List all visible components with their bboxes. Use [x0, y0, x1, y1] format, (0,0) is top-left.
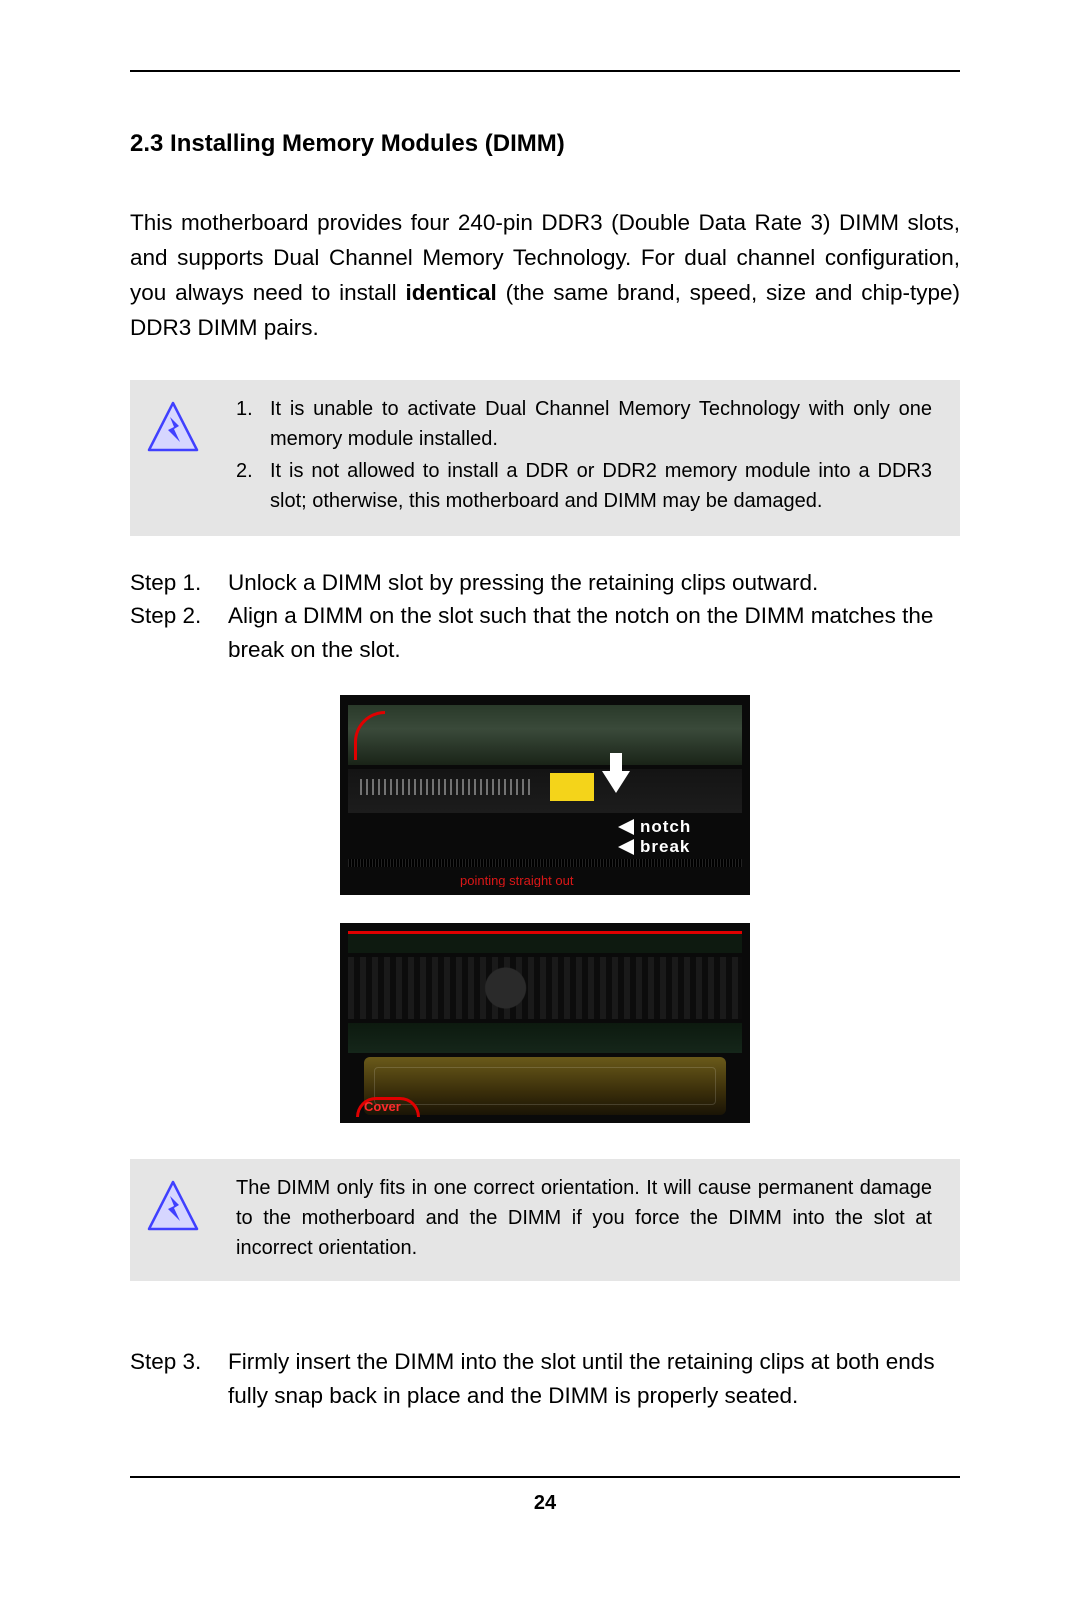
steps-block-b: Step 3. Firmly insert the DIMM into the … [130, 1345, 960, 1413]
step-3: Step 3. Firmly insert the DIMM into the … [130, 1345, 960, 1413]
step-label: Step 3. [130, 1345, 228, 1413]
section-heading: 2.3 Installing Memory Modules (DIMM) [130, 130, 960, 158]
bottom-rule [130, 1476, 960, 1478]
step-1: Step 1. Unlock a DIMM slot by pressing t… [130, 566, 960, 600]
figure-dimm-alignment: notch break pointing straight out [340, 695, 750, 895]
step-label: Step 1. [130, 566, 228, 600]
warning-box-1: It is unable to activate Dual Channel Me… [130, 380, 960, 536]
intro-paragraph: This motherboard provides four 240-pin D… [130, 206, 960, 346]
figure-caption-fragment: pointing straight out [460, 873, 730, 887]
warning-2-text: The DIMM only fits in one correct orient… [236, 1173, 932, 1263]
warning-icon [138, 394, 208, 456]
top-rule [130, 70, 960, 72]
step-text: Align a DIMM on the slot such that the n… [228, 599, 960, 667]
figure-group: notch break pointing straight out Cover [130, 695, 960, 1123]
step-2: Step 2. Align a DIMM on the slot such th… [130, 599, 960, 667]
page-number: 24 [130, 1492, 960, 1515]
intro-bold: identical [406, 280, 497, 305]
steps-block-a: Step 1. Unlock a DIMM slot by pressing t… [130, 566, 960, 667]
warning-text-1: It is unable to activate Dual Channel Me… [208, 394, 932, 518]
figure-label-notch: notch [640, 817, 691, 837]
step-label: Step 2. [130, 599, 228, 667]
figure-label-break: break [640, 837, 690, 857]
step-text: Firmly insert the DIMM into the slot unt… [228, 1345, 960, 1413]
figure-motherboard: Cover [340, 923, 750, 1123]
warning-box-2: The DIMM only fits in one correct orient… [130, 1159, 960, 1281]
step-text: Unlock a DIMM slot by pressing the retai… [228, 566, 960, 600]
warning-icon [138, 1173, 208, 1235]
warning-1-item-1: It is unable to activate Dual Channel Me… [236, 394, 932, 454]
warning-text-2: The DIMM only fits in one correct orient… [208, 1173, 932, 1263]
warning-1-item-2: It is not allowed to install a DDR or DD… [236, 456, 932, 516]
figure-cover-label: Cover [364, 1099, 401, 1114]
document-page: 2.3 Installing Memory Modules (DIMM) Thi… [0, 0, 1080, 1555]
